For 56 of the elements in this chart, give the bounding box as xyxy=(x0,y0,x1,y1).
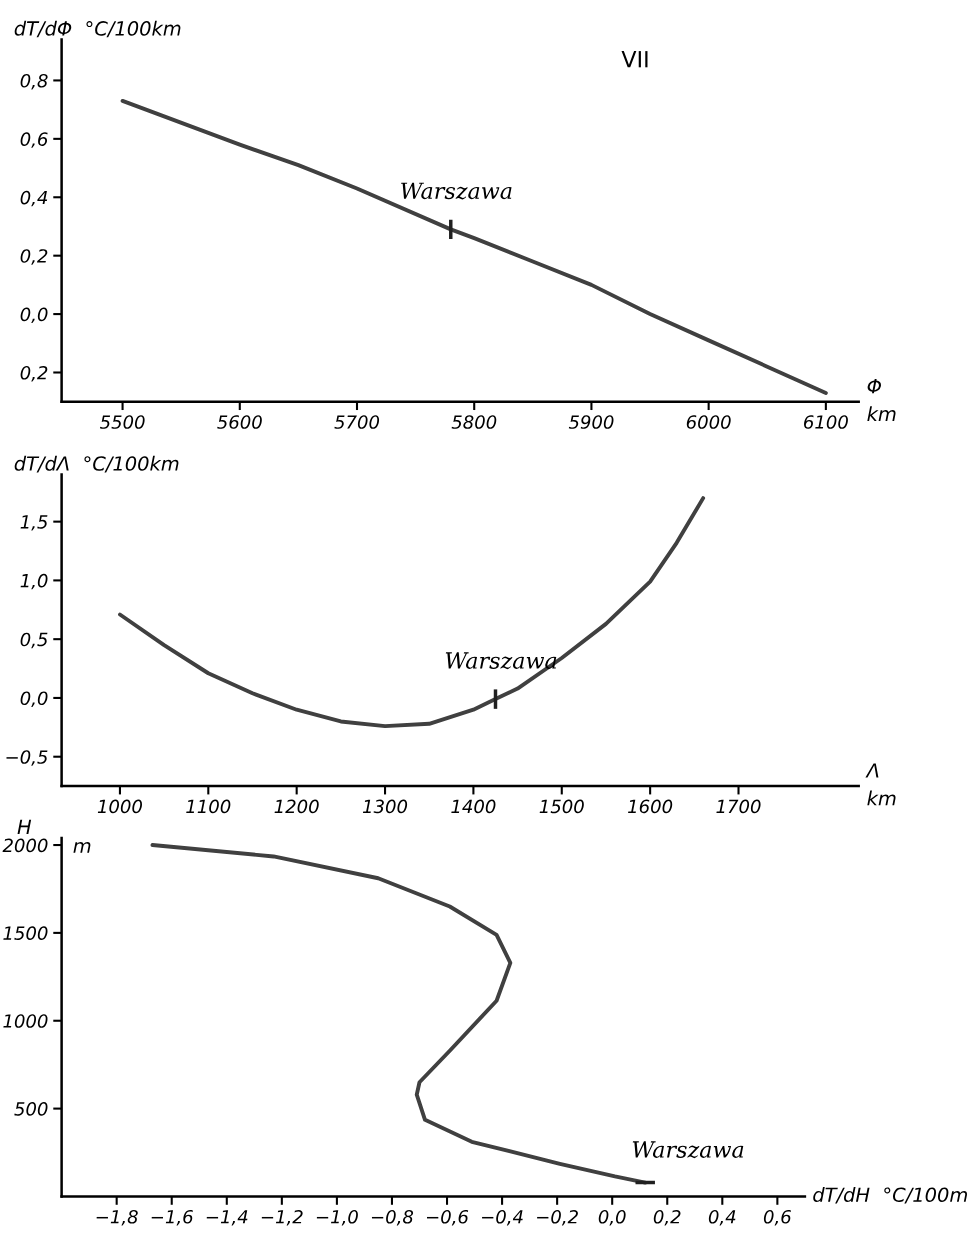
line-series xyxy=(120,98,828,395)
y-axis-title: dT/dΦ °C/100km xyxy=(14,20,181,38)
x-tick-label: −0,4 xyxy=(482,1209,523,1226)
x-tick-label: 1400 xyxy=(451,799,496,814)
x-axis-title: Λ km xyxy=(865,763,896,806)
x-axis-title: dT/dH °C/100m xyxy=(813,1187,967,1204)
y-tick-label: 0,2 xyxy=(20,365,48,382)
y-axis-title: dT/dΛ °C/100km xyxy=(14,455,179,473)
annotation: Warszawa xyxy=(632,1141,744,1159)
x-tick-label: 5800 xyxy=(451,415,497,429)
line-series xyxy=(117,496,706,729)
y-tick-label: 1000 xyxy=(3,1014,48,1028)
y-tick-label: 1500 xyxy=(3,926,48,941)
x-tick-label: −1,0 xyxy=(316,1209,358,1226)
x-tick-label: 6100 xyxy=(804,415,848,429)
x-tick-label: 0,6 xyxy=(763,1209,791,1226)
annotation: Warszawa xyxy=(445,652,557,670)
x-tick-label: −0,8 xyxy=(371,1209,414,1226)
y-tick-label: 0,0 xyxy=(20,691,48,707)
x-tick-label: 5900 xyxy=(568,415,614,429)
annotation: m xyxy=(73,841,91,853)
x-tick-label: 1700 xyxy=(716,799,761,814)
x-tick-label: 0,2 xyxy=(653,1209,681,1226)
x-tick-label: 5700 xyxy=(334,415,380,429)
y-tick-label: −0,5 xyxy=(6,750,48,766)
x-tick-label: 5500 xyxy=(99,415,145,429)
y-tick-label: 0,6 xyxy=(20,132,48,148)
x-tick-label: 1300 xyxy=(362,799,408,814)
x-tick-label: −1,6 xyxy=(151,1209,193,1226)
x-tick-label: 1600 xyxy=(628,799,673,814)
y-axis-title: H xyxy=(17,819,32,834)
y-tick-label: 0,0 xyxy=(20,307,48,324)
x-tick-label: −1,8 xyxy=(96,1209,138,1226)
y-tick-label: 0,4 xyxy=(20,190,48,207)
x-tick-label: 5600 xyxy=(217,415,262,429)
y-tick-label: 500 xyxy=(14,1102,48,1116)
x-tick-label: −1,2 xyxy=(261,1209,303,1226)
y-tick-label: 0,8 xyxy=(20,73,48,90)
x-tick-label: −0,2 xyxy=(537,1209,578,1226)
y-tick-label: 1,0 xyxy=(20,573,48,590)
x-tick-label: 1100 xyxy=(186,799,231,814)
x-tick-label: 1000 xyxy=(97,799,142,814)
chart-title: VII xyxy=(621,51,648,68)
x-tick-label: 6000 xyxy=(686,415,731,429)
x-tick-label: −1,4 xyxy=(206,1210,248,1226)
x-tick-label: 1200 xyxy=(274,799,319,814)
annotation: Warszawa xyxy=(401,182,512,200)
x-tick-label: 1500 xyxy=(539,799,584,814)
x-tick-label: 0,4 xyxy=(708,1209,736,1226)
y-tick-label: 1,5 xyxy=(20,515,48,531)
y-tick-label: 2000 xyxy=(2,838,48,853)
x-tick-label: 0,0 xyxy=(598,1209,626,1226)
x-axis-title: Φ km xyxy=(867,379,896,421)
y-tick-label: 0,5 xyxy=(20,632,48,649)
y-tick-label: 0,2 xyxy=(20,249,48,265)
x-tick-label: −0,6 xyxy=(427,1209,469,1226)
